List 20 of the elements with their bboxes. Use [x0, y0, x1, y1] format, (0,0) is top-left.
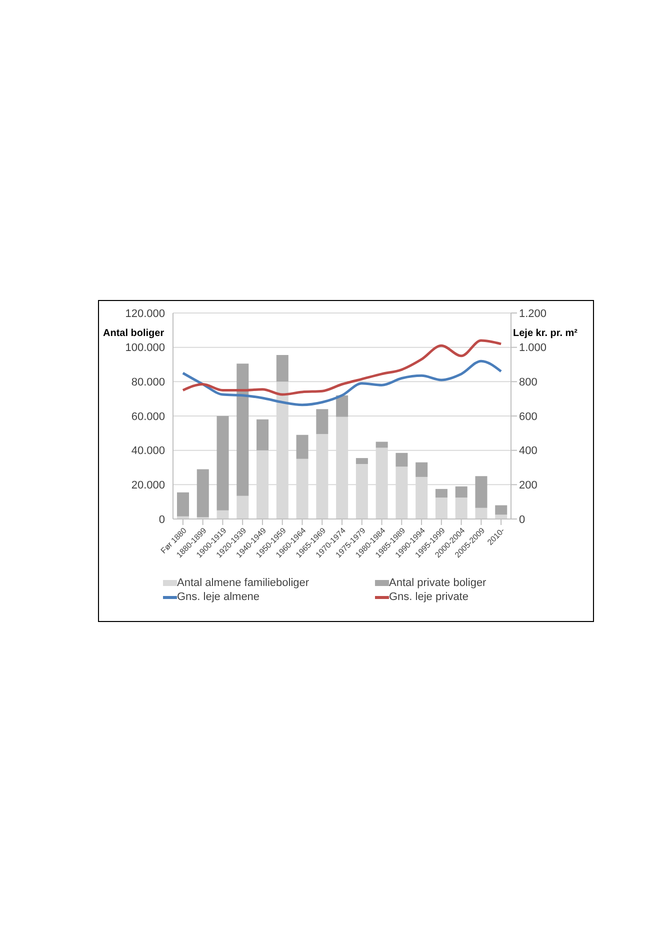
legend-label: Gns. leje almene — [177, 591, 260, 603]
y-tick-label: 100.000 — [125, 342, 165, 354]
y2-tick-label: 1.200 — [519, 308, 547, 320]
y-axis-title: Antal boliger — [103, 328, 164, 339]
y2-axis-title: Leje kr. pr. m² — [513, 328, 578, 339]
y-tick-label: 20.000 — [131, 480, 165, 492]
y2-tick-label: 0 — [519, 514, 526, 526]
y-tick-label: 0 — [158, 514, 165, 526]
y2-tick-label: 200 — [519, 480, 538, 492]
legend-label: Antal almene familieboliger — [177, 577, 310, 589]
y2-tick-label: 800 — [519, 376, 538, 389]
y-tick-label: 60.000 — [131, 410, 165, 423]
y-tick-label: 120.000 — [125, 308, 165, 320]
y2-tick-label: 1.000 — [519, 342, 547, 354]
y2-tick-label: 400 — [519, 445, 538, 458]
legend-label: Antal private boliger — [389, 577, 486, 589]
legend-label: Gns. leje private — [389, 591, 468, 603]
y2-tick-label: 600 — [519, 410, 538, 423]
y-tick-label: 40.000 — [131, 445, 165, 458]
y-tick-label: 80.000 — [131, 376, 165, 389]
